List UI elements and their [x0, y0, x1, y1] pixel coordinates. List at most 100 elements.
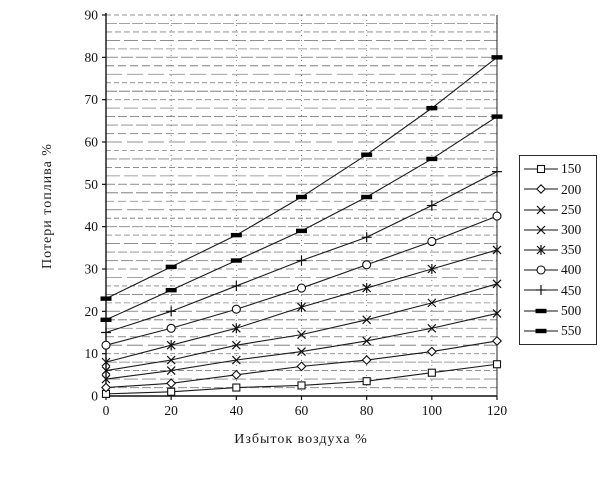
marker-x	[427, 298, 437, 308]
marker-x	[231, 355, 241, 365]
marker-square	[427, 368, 436, 377]
x-axis-title: Избыток воздуха %	[234, 432, 368, 447]
marker-dash	[361, 194, 373, 200]
marker-circle	[296, 283, 307, 293]
legend-item-350: 350	[523, 240, 594, 259]
legend-label: 300	[561, 222, 582, 238]
marker-circle	[231, 304, 241, 314]
x-tick-label: 100	[422, 403, 443, 418]
legend-label: 250	[561, 201, 582, 217]
marker-x	[362, 336, 372, 346]
marker-circle	[536, 265, 546, 275]
series-350	[101, 244, 502, 368]
legend-item-250: 250	[523, 200, 594, 219]
marker-dash	[165, 264, 177, 270]
legend-label: 400	[561, 262, 582, 278]
y-axis-title: Потери топлива %	[40, 143, 55, 269]
x-tick-label: 0	[103, 403, 110, 418]
series-150	[101, 360, 502, 398]
marker-x	[492, 279, 502, 289]
legend-marker-sample	[524, 308, 558, 313]
series-250	[101, 309, 502, 384]
marker-x	[297, 330, 306, 340]
marker-dash	[100, 317, 112, 322]
marker-circle	[427, 236, 437, 247]
marker-square	[536, 165, 546, 174]
legend-item-150: 150	[523, 160, 594, 179]
marker-dash	[535, 328, 547, 334]
y-tick-label: 30	[85, 262, 99, 277]
marker-circle	[492, 211, 502, 221]
marker-diamond	[426, 346, 437, 357]
marker-dash	[426, 156, 438, 162]
marker-x	[427, 323, 437, 333]
marker-diamond	[296, 361, 307, 372]
marker-x	[536, 205, 546, 214]
legend-marker-sample	[524, 328, 558, 334]
x-tick-label: 20	[164, 403, 178, 418]
series-550	[100, 55, 503, 301]
legend-marker-sample	[524, 244, 558, 255]
marker-square	[167, 387, 176, 396]
legend: 150 200 250 300 350 400 450 500 550	[519, 155, 597, 345]
legend-marker-sample	[524, 225, 558, 235]
y-tick-label: 40	[85, 219, 99, 234]
legend-item-400: 400	[523, 261, 594, 280]
legend-marker-sample	[524, 184, 558, 195]
legend-label: 200	[561, 181, 582, 197]
marker-square	[362, 377, 371, 386]
marker-dash	[230, 232, 242, 238]
marker-diamond	[536, 184, 546, 195]
series-450	[101, 166, 502, 338]
marker-circle	[362, 260, 372, 270]
series-400	[101, 211, 502, 350]
marker-dash	[491, 114, 503, 119]
y-tick-label: 20	[85, 304, 99, 319]
marker-diamond	[361, 355, 372, 365]
legend-label: 500	[561, 302, 582, 318]
y-tick-label: 0	[91, 389, 98, 404]
marker-x	[231, 340, 241, 350]
marker-circle	[101, 340, 111, 350]
legend-label: 350	[561, 242, 582, 258]
marker-dash	[165, 287, 177, 293]
legend-item-200: 200	[523, 180, 594, 199]
marker-x	[166, 355, 176, 365]
legend-label: 550	[561, 323, 582, 339]
marker-x	[166, 366, 176, 376]
legend-label: 150	[561, 161, 582, 177]
series-200	[101, 335, 502, 393]
legend-marker-sample	[524, 285, 558, 296]
legend-item-550: 550	[523, 321, 594, 340]
series-300	[101, 279, 502, 376]
x-tick-label: 40	[230, 403, 244, 418]
marker-diamond	[231, 369, 242, 380]
marker-x	[297, 347, 306, 356]
marker-diamond	[101, 382, 111, 393]
marker-x	[362, 315, 372, 325]
marker-x	[492, 309, 502, 318]
marker-x	[101, 366, 111, 376]
marker-square	[297, 381, 306, 390]
legend-item-450: 450	[523, 281, 594, 300]
marker-diamond	[166, 378, 177, 389]
marker-dash	[426, 105, 438, 111]
legend-label: 450	[561, 282, 582, 298]
marker-square	[492, 360, 502, 369]
marker-x	[536, 225, 546, 235]
marker-dash	[296, 228, 307, 234]
x-tick-label: 120	[487, 403, 508, 418]
y-tick-label: 90	[85, 8, 99, 23]
x-tick-label: 60	[295, 403, 309, 418]
series-500	[100, 114, 503, 322]
legend-item-500: 500	[523, 301, 594, 320]
marker-dash	[361, 152, 373, 157]
legend-marker-sample	[524, 165, 558, 174]
y-tick-label: 50	[85, 177, 99, 192]
y-tick-label: 10	[85, 346, 99, 361]
legend-marker-sample	[524, 265, 558, 275]
y-tick-label: 70	[85, 92, 99, 107]
legend-item-300: 300	[523, 220, 594, 239]
